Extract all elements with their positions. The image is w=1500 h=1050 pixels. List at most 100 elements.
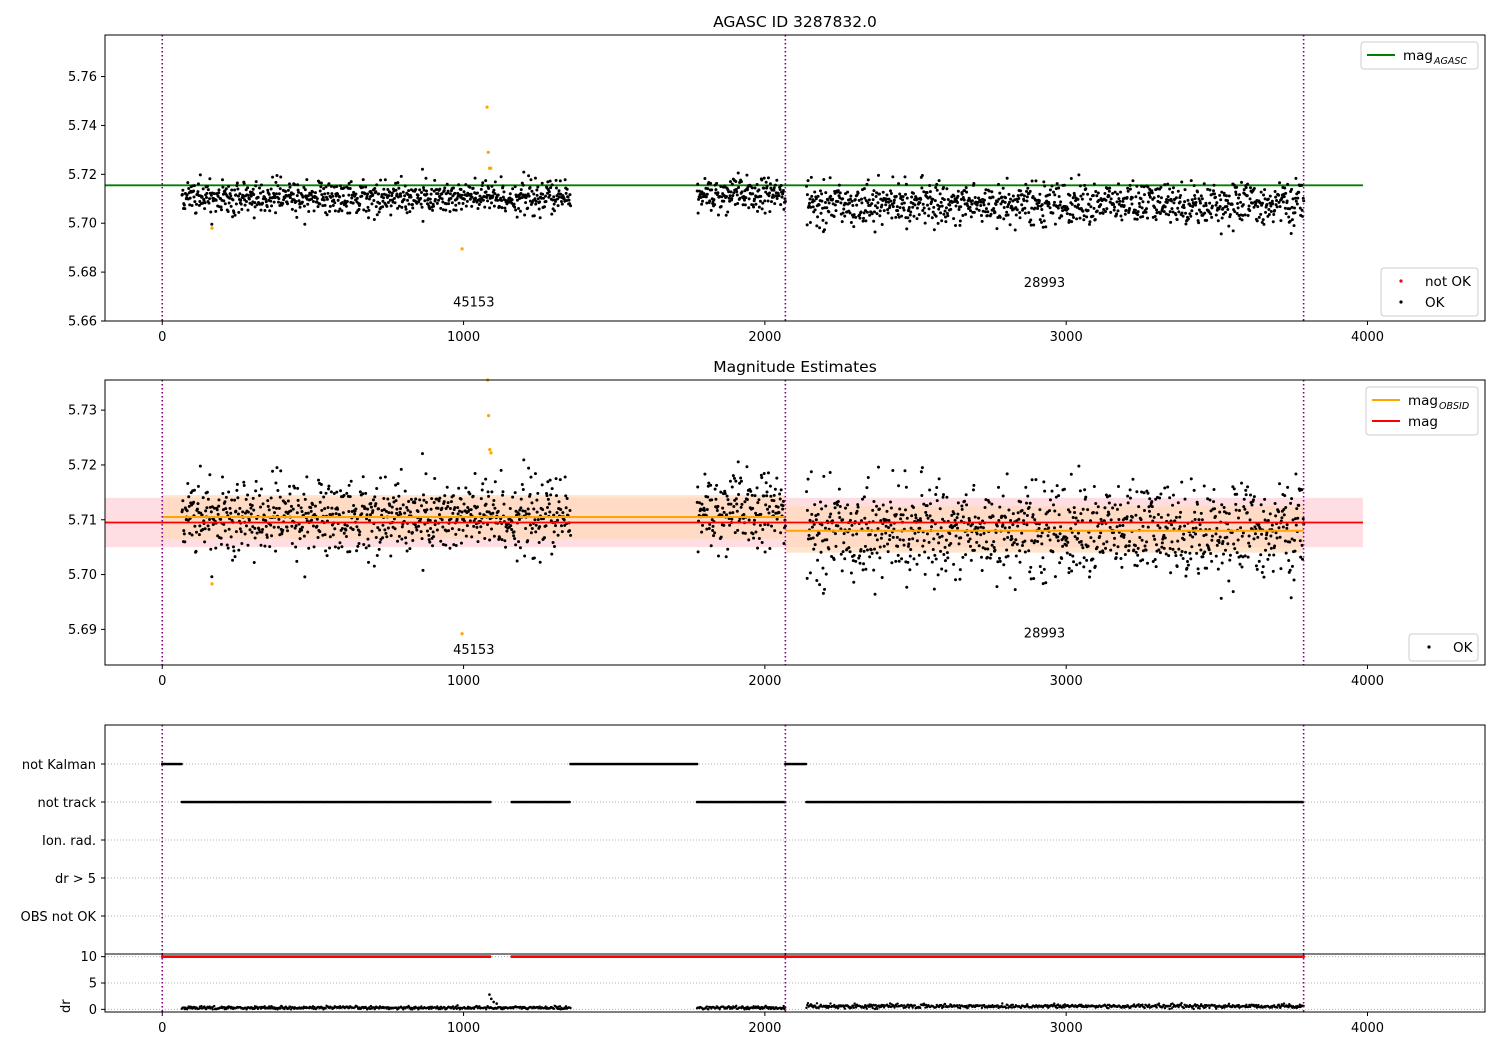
ok-point [764, 180, 768, 184]
ok-point [1109, 210, 1113, 214]
ok-point [1178, 200, 1182, 204]
ok-point [875, 504, 879, 508]
ok-point [384, 531, 388, 535]
ok-point [466, 505, 470, 509]
ok-point [950, 513, 954, 517]
ok-point [1126, 501, 1130, 505]
ok-point [1114, 556, 1118, 560]
ok-point [1146, 525, 1150, 529]
ok-point [1029, 218, 1033, 222]
ok-point [885, 509, 889, 513]
ok-point [1102, 542, 1106, 546]
ok-point [843, 557, 847, 561]
ok-point [548, 193, 552, 197]
ok-point [288, 492, 292, 496]
ok-point [1136, 553, 1140, 557]
ok-point [1188, 204, 1192, 208]
ok-point [1288, 568, 1292, 572]
ok-point [1125, 195, 1129, 199]
ok-point [1270, 199, 1274, 203]
ok-point [919, 470, 923, 474]
ok-point [1245, 194, 1249, 198]
ok-point [881, 190, 885, 194]
ok-point [1134, 550, 1138, 554]
ok-point [526, 539, 530, 543]
ok-point [420, 452, 424, 456]
ok-point [196, 484, 200, 488]
ok-point [1235, 211, 1239, 215]
ok-point [1128, 496, 1132, 500]
ok-point [701, 199, 705, 203]
ok-point [712, 534, 716, 538]
ok-point [274, 180, 278, 184]
ok-point [437, 499, 441, 503]
ok-point [1069, 472, 1073, 476]
ok-point [1160, 545, 1164, 549]
ok-point [1042, 180, 1046, 184]
ok-point [261, 502, 265, 506]
ok-point [923, 550, 927, 554]
ok-point [1290, 564, 1294, 568]
ok-point [395, 192, 399, 196]
ok-point [1300, 488, 1304, 492]
ok-point [301, 195, 305, 199]
ok-point [264, 197, 268, 201]
ok-point [904, 508, 908, 512]
ok-point [457, 201, 461, 205]
ok-point [815, 224, 819, 228]
ok-point [992, 540, 996, 544]
ok-point [1040, 203, 1044, 207]
ok-point [948, 203, 952, 207]
ok-point [702, 508, 706, 512]
ok-point [1198, 523, 1202, 527]
ok-point [876, 173, 880, 177]
ok-point [934, 214, 938, 218]
ok-point [937, 179, 941, 183]
ok-point [768, 484, 772, 488]
ok-point [1119, 190, 1123, 194]
ok-point [844, 192, 848, 196]
ok-point [1271, 569, 1275, 573]
ok-point [229, 511, 233, 515]
ok-point [1152, 534, 1156, 538]
ok-point [1193, 197, 1197, 201]
ok-point [765, 494, 769, 498]
ok-point [1136, 546, 1140, 550]
ok-point [1266, 197, 1270, 201]
ok-point [394, 181, 398, 185]
ok-point [1242, 505, 1246, 509]
ok-point [542, 536, 546, 540]
panel-agasc-frame [104, 34, 1486, 322]
ok-point [1089, 197, 1093, 201]
ok-point [1289, 232, 1293, 236]
ok-point [347, 509, 351, 513]
ok-point [990, 502, 994, 506]
ok-point [1039, 220, 1043, 224]
ok-point [1036, 204, 1040, 208]
ok-point [851, 204, 855, 208]
ok-point [1159, 515, 1163, 519]
ok-point [325, 213, 329, 217]
ok-point [1133, 208, 1137, 212]
ok-point [219, 536, 223, 540]
ok-point [1156, 194, 1160, 198]
ok-point [485, 196, 489, 200]
ok-point [1018, 560, 1022, 564]
ok-point [559, 199, 563, 203]
ok-point [1221, 206, 1225, 210]
ok-point [1128, 206, 1132, 210]
ok-point [1190, 545, 1194, 549]
ok-point [381, 536, 385, 540]
panel-agasc-xtick-label: 4000 [1351, 330, 1384, 345]
ok-point [404, 207, 408, 211]
ok-point [1170, 199, 1174, 203]
ok-point [972, 483, 976, 487]
ok-point [739, 180, 743, 184]
ok-point [710, 518, 714, 522]
ok-point [306, 511, 310, 515]
ok-point [833, 501, 837, 505]
ok-point [944, 220, 948, 224]
ok-point [877, 507, 881, 511]
ok-point [286, 202, 290, 206]
ok-point [820, 523, 824, 527]
